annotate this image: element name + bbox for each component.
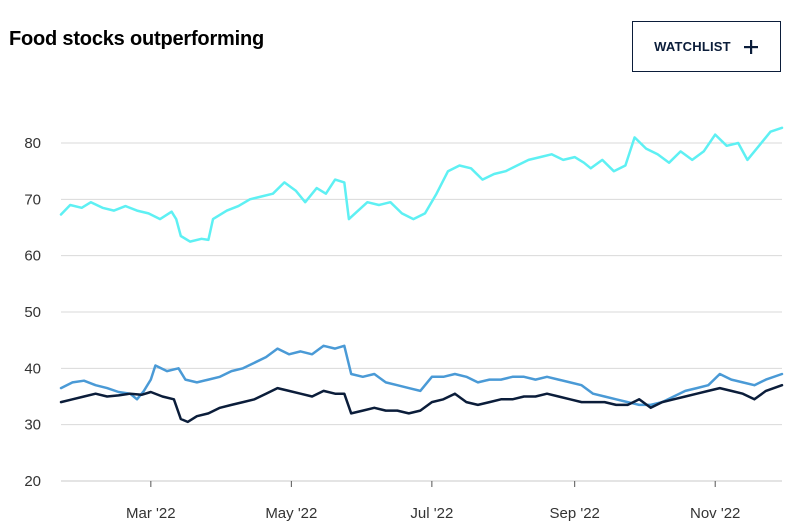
x-tick-label: May '22 [265,505,317,522]
x-tick-label: Sep '22 [549,505,599,522]
x-tick-label: Mar '22 [126,505,176,522]
y-tick-label: 70 [24,191,41,208]
watchlist-button[interactable]: WATCHLIST [632,21,781,72]
y-tick-label: 50 [24,304,41,321]
x-tick-label: Nov '22 [690,505,740,522]
plus-icon [743,39,758,54]
y-tick-label: 20 [24,473,41,490]
y-tick-label: 40 [24,360,41,377]
series-line-3 [59,383,784,424]
x-tick-label: Jul '22 [410,505,453,522]
y-tick-label: 30 [24,417,41,434]
y-axis-labels: 20 30 40 50 60 70 80 [24,135,41,490]
y-tick-label: 80 [24,135,41,152]
x-axis-labels: Mar '22 May '22 Jul '22 Sep '22 Nov '22 [126,505,740,522]
y-tick-label: 60 [24,248,41,265]
watchlist-label: WATCHLIST [654,39,731,54]
chart-title: Food stocks outperforming [9,28,265,50]
series-line-2 [59,344,784,407]
series-line-1 [59,126,784,243]
gridlines [61,142,782,487]
series-lines [59,126,784,424]
